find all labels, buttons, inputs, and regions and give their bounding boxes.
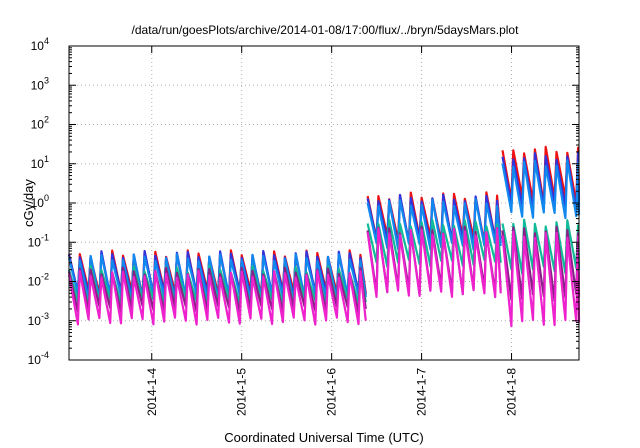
y-axis-label: cGy/day [21,179,36,227]
y-tick-label: 10-2 [28,272,49,289]
data-series [67,145,581,328]
y-tick-label: 101 [31,154,49,171]
y-tick-label: 104 [31,36,49,53]
y-tick-label: 103 [31,75,49,92]
chart-title: /data/run/goesPlots/archive/2014-01-08/1… [132,23,520,37]
y-tick-label: 10-1 [28,232,49,249]
x-axis-ticks: 2014-1-4 2014-1-5 2014-1-6 2014-1-7 2014-1-8 [145,46,519,416]
y-tick-label: 10-4 [28,350,49,367]
x-tick-label: 2014-1-8 [505,368,519,416]
y-tick-label: 10-3 [28,311,49,328]
x-tick-label: 2014-1-5 [235,368,249,416]
y-tick-label: 102 [31,115,49,132]
x-tick-label: 2014-1-6 [325,368,339,416]
x-tick-label: 2014-1-4 [145,368,159,416]
x-tick-label: 2014-1-7 [415,368,429,416]
x-axis-label: Coordinated Universal Time (UTC) [224,430,423,445]
series-line [67,227,581,328]
